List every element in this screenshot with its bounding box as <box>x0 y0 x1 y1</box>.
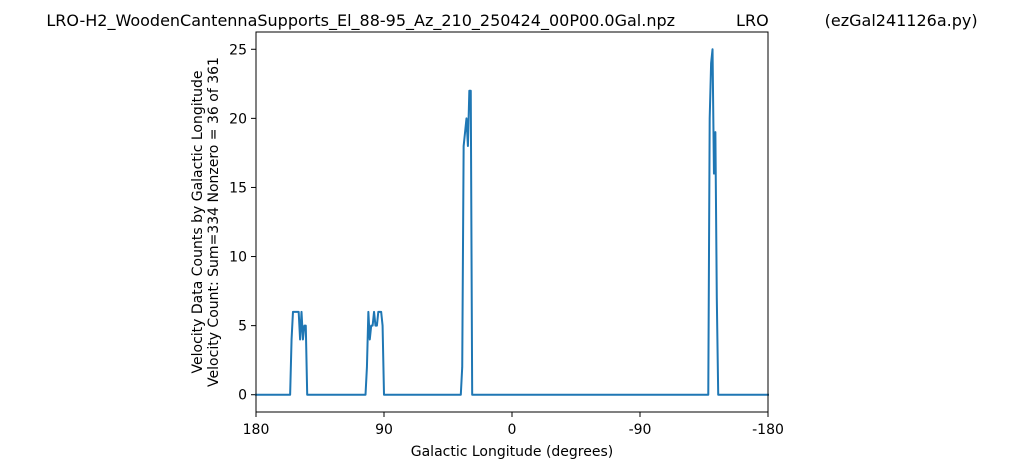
x-tick-label: 0 <box>508 422 517 438</box>
y-axis: 0 5 10 15 20 25 <box>229 42 256 404</box>
x-axis: 180 90 0 -90 -180 <box>243 412 784 438</box>
x-tick-label: -180 <box>752 422 784 438</box>
y-tick-label: 10 <box>229 250 247 266</box>
series-line <box>255 48 769 396</box>
y-tick-label: 20 <box>229 111 247 127</box>
x-axis-label: Galactic Longitude (degrees) <box>411 444 613 460</box>
x-tick-label: 180 <box>243 422 270 438</box>
x-tick-label: 90 <box>375 422 393 438</box>
series-group <box>255 48 769 396</box>
y-axis-label: Velocity Data Counts by Galactic Longitu… <box>190 57 222 387</box>
x-tick-label: -90 <box>629 422 652 438</box>
y-tick-label: 15 <box>229 180 247 196</box>
y-tick-label: 0 <box>238 388 247 404</box>
chart-title: LRO-H2_WoodenCantennaSupports_El_88-95_A… <box>46 11 977 31</box>
y-tick-label: 25 <box>229 42 247 58</box>
plot-area <box>256 32 768 412</box>
y-axis-label-line-1: Velocity Data Counts by Galactic Longitu… <box>190 71 206 374</box>
plot-frame <box>255 31 769 413</box>
y-tick-label: 5 <box>238 319 247 335</box>
y-axis-label-line-2: Velocity Count: Sum=334 Nonzero = 36 of … <box>206 57 222 387</box>
